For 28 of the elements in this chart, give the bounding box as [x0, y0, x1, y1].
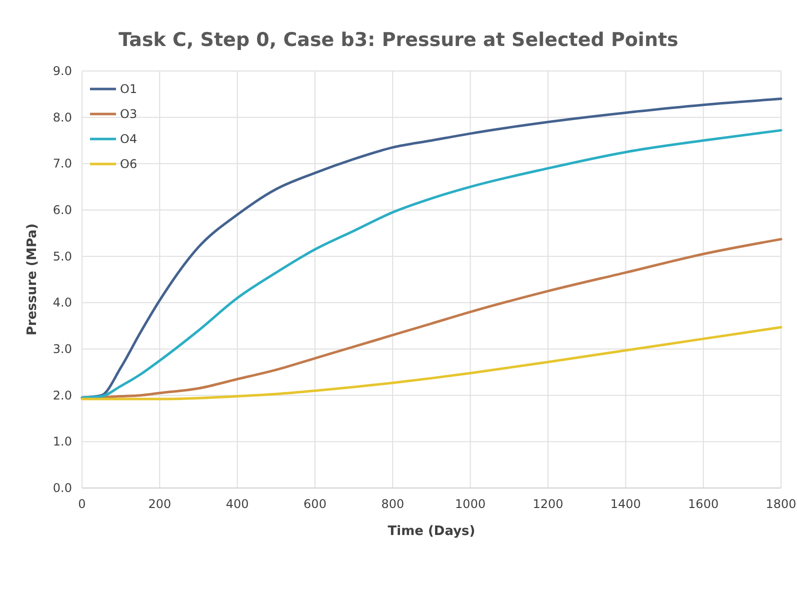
- y-tick-label: 8.0: [52, 110, 72, 124]
- x-tick-label: 1800: [766, 497, 796, 511]
- y-tick-label: 4.0: [52, 296, 72, 310]
- legend-label: O4: [120, 132, 138, 146]
- x-tick-label: 1600: [688, 497, 719, 511]
- chart-title: Task C, Step 0, Case b3: Pressure at Selected Points: [118, 29, 678, 51]
- y-tick-label: 9.0: [52, 64, 72, 78]
- x-tick-label: 1000: [455, 497, 486, 511]
- y-tick-label: 3.0: [52, 342, 72, 356]
- legend-label: O6: [120, 157, 138, 171]
- x-axis-title: Time (Days): [388, 524, 476, 539]
- y-tick-label: 1.0: [52, 434, 72, 449]
- line-series: [80, 326, 782, 400]
- legend-label: O1: [120, 82, 138, 96]
- y-tick-label: 5.0: [52, 249, 72, 264]
- y-tick-label: 7.0: [52, 156, 72, 171]
- x-tick-label: 1200: [532, 497, 564, 511]
- x-tick-label: 800: [381, 497, 404, 511]
- y-tick-label: 6.0: [52, 203, 72, 217]
- y-axis-title: Pressure (MPa): [25, 223, 40, 336]
- x-tick-label: 200: [148, 497, 172, 511]
- x-tick-label: 0: [78, 497, 86, 511]
- y-tick-label: 2.0: [52, 388, 72, 402]
- x-tick-label: 600: [304, 497, 326, 511]
- y-tick-label: 0.0: [52, 481, 72, 495]
- x-tick-label: 1400: [610, 497, 641, 511]
- legend-label: O3: [120, 107, 138, 121]
- x-tick-label: 400: [226, 497, 249, 511]
